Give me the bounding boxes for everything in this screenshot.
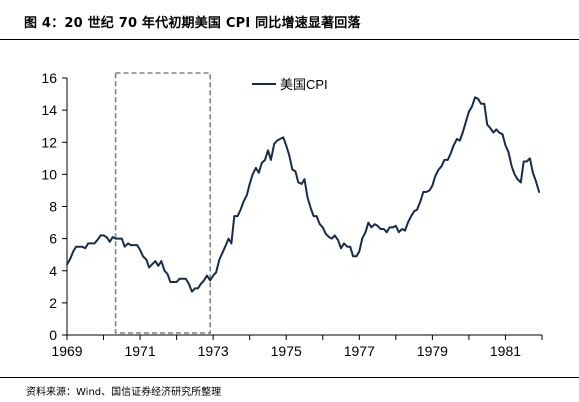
chart-area: 0 2 4 6 8 10 12 14 16 1969 1971 1973 1975 1977 1979 19… — [0, 40, 579, 376]
y-tick-label: 2 — [49, 295, 57, 311]
x-tick-label: 1981 — [490, 343, 521, 359]
x-tick-label: 1973 — [198, 343, 229, 359]
figure-title: 图 4：20 世纪 70 年代初期美国 CPI 同比增速显著回落 — [24, 16, 361, 31]
y-tick-label: 10 — [41, 166, 57, 182]
footer-rule — [0, 377, 579, 378]
y-tick-label: 4 — [49, 263, 57, 279]
x-tick-label: 1979 — [417, 343, 448, 359]
figure-header: 图 4：20 世纪 70 年代初期美国 CPI 同比增速显著回落 — [0, 0, 579, 40]
y-tick-label: 0 — [49, 327, 57, 343]
x-tick-label: 1969 — [51, 343, 82, 359]
x-tick-label: 1977 — [344, 343, 375, 359]
highlight-box — [114, 72, 212, 334]
x-tick-label: 1975 — [271, 343, 302, 359]
x-tick-label: 1971 — [124, 343, 155, 359]
header-rule — [0, 39, 579, 40]
series-line-cpi — [66, 96, 541, 293]
figure-source: 资料来源：Wind、国信证券经济研究所整理 — [26, 387, 222, 398]
legend-label: 美国CPI — [280, 77, 328, 92]
y-tick-label: 6 — [49, 231, 57, 247]
cpi-line-chart: 0 2 4 6 8 10 12 14 16 1969 1971 1973 1975 1977 1979 19… — [41, 70, 543, 359]
y-tick-label: 8 — [49, 199, 57, 215]
y-tick-label: 14 — [41, 102, 57, 118]
y-tick-label: 12 — [41, 134, 57, 150]
y-tick-label: 16 — [41, 70, 57, 86]
